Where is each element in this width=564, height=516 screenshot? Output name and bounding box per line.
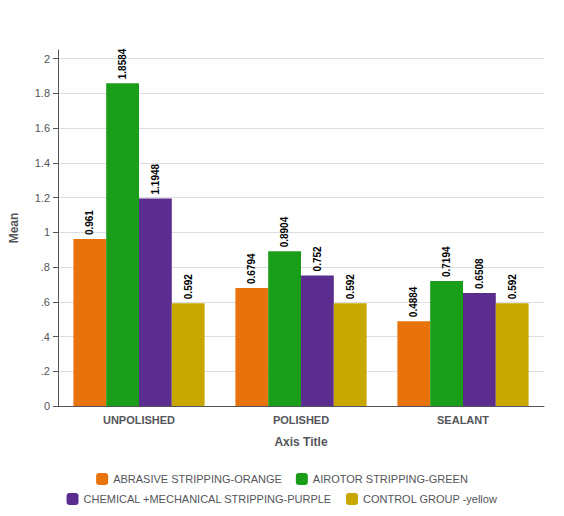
svg-text:UNPOLISHED: UNPOLISHED	[103, 414, 175, 426]
svg-text:ABRASIVE STRIPPING-ORANGE: ABRASIVE STRIPPING-ORANGE	[113, 473, 282, 485]
svg-text:0.6508: 0.6508	[474, 258, 485, 289]
svg-text:0.592: 0.592	[345, 274, 356, 299]
svg-text:0.6794: 0.6794	[246, 253, 257, 284]
svg-text:CHEMICAL +MECHANICAL STRIPPING: CHEMICAL +MECHANICAL STRIPPING-PURPLE	[84, 493, 332, 505]
svg-text:.2: .2	[41, 365, 50, 377]
svg-text:0.4884: 0.4884	[408, 286, 419, 317]
svg-text:.4: .4	[41, 331, 50, 343]
svg-text:Mean: Mean	[7, 213, 21, 244]
svg-text:0.8904: 0.8904	[279, 216, 290, 247]
svg-text:.8: .8	[41, 261, 50, 273]
svg-text:CONTROL GROUP -yellow: CONTROL GROUP -yellow	[363, 493, 497, 505]
svg-text:0.592: 0.592	[507, 274, 518, 299]
svg-text:POLISHED: POLISHED	[273, 414, 329, 426]
svg-text:.6: .6	[41, 296, 50, 308]
svg-text:1.8: 1.8	[35, 87, 50, 99]
svg-text:Axis Title: Axis Title	[274, 435, 327, 449]
svg-text:0.592: 0.592	[183, 274, 194, 299]
svg-text:1.8584: 1.8584	[117, 48, 128, 79]
svg-text:0.961: 0.961	[84, 210, 95, 235]
svg-text:SEALANT: SEALANT	[437, 414, 489, 426]
svg-text:0: 0	[44, 400, 50, 412]
svg-text:AIROTOR STRIPPING-GREEN: AIROTOR STRIPPING-GREEN	[313, 473, 468, 485]
svg-text:0.752: 0.752	[312, 246, 323, 271]
svg-text:0.7194: 0.7194	[441, 246, 452, 277]
svg-text:1.1948: 1.1948	[150, 163, 161, 194]
svg-text:1.2: 1.2	[35, 192, 50, 204]
svg-text:1.4: 1.4	[35, 157, 50, 169]
svg-text:1.6: 1.6	[35, 122, 50, 134]
svg-text:1: 1	[44, 226, 50, 238]
svg-text:2: 2	[44, 53, 50, 65]
